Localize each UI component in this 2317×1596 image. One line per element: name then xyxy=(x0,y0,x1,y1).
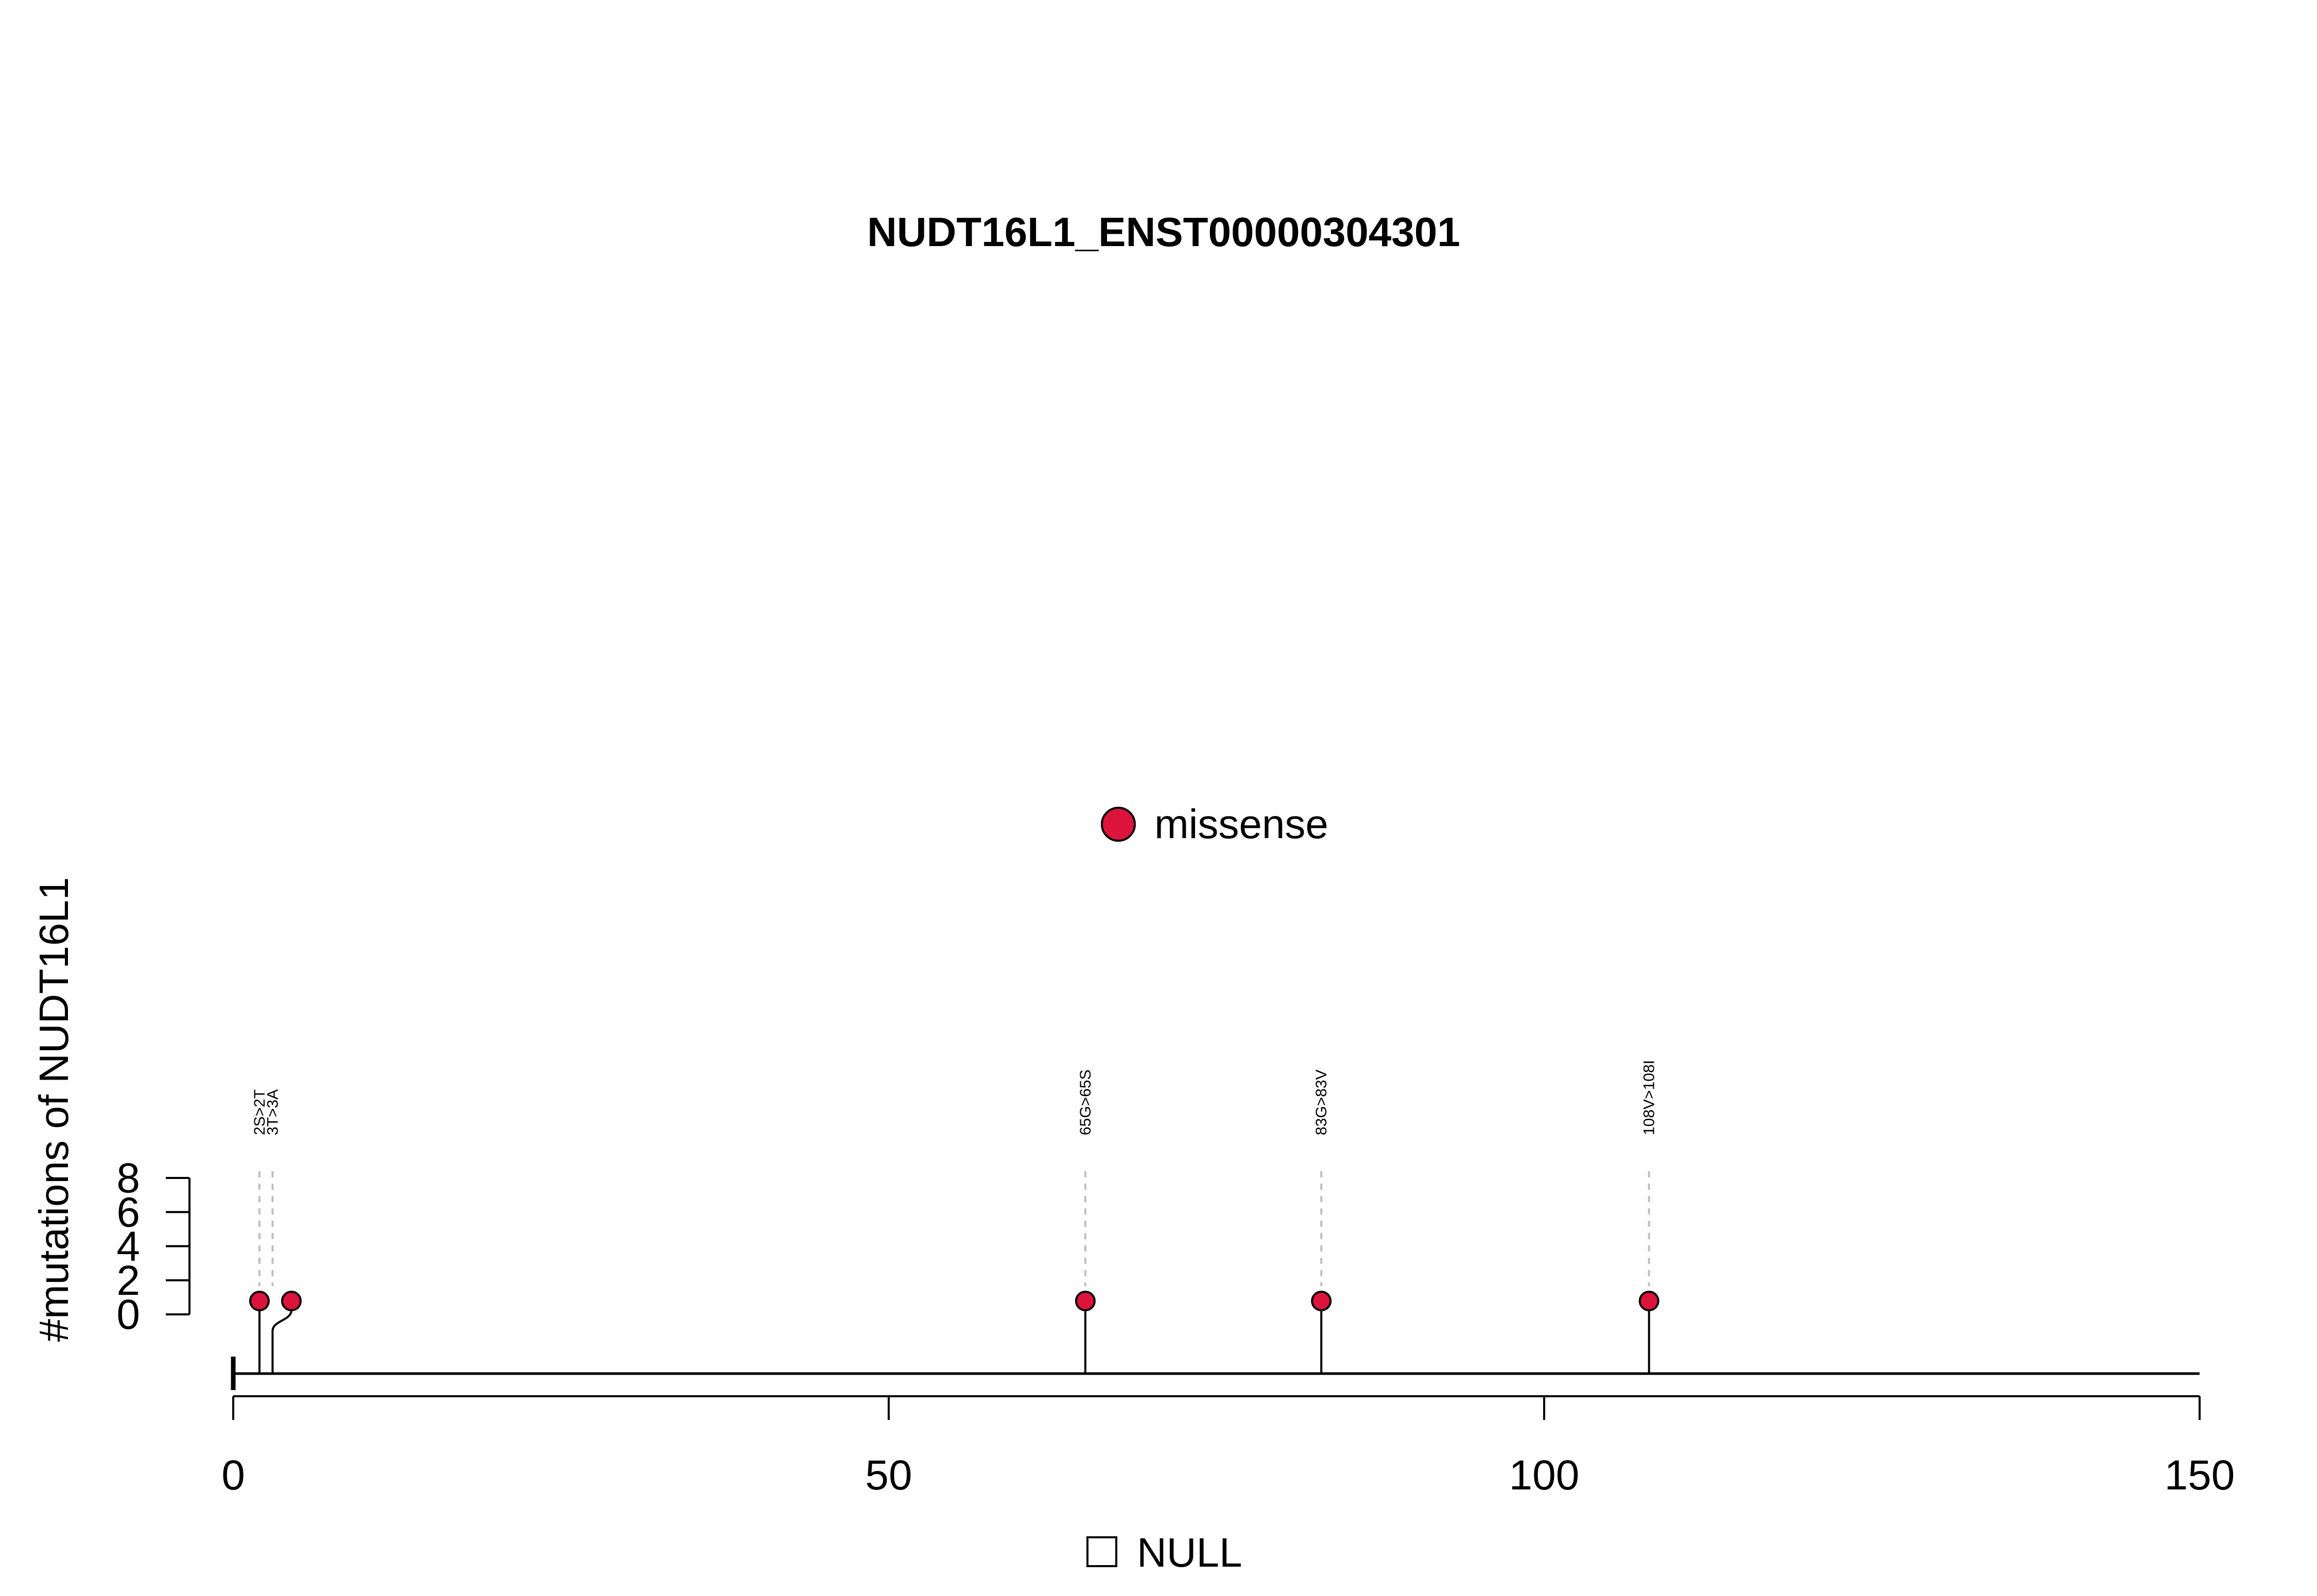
x-tick-label-150: 150 xyxy=(2165,1452,2235,1499)
mutation-type-legend: missense xyxy=(1101,801,1328,847)
mutation-label-3t-3a: 3T>3A xyxy=(264,1089,281,1135)
x-tick-label-0: 0 xyxy=(221,1452,245,1499)
x-axis: 0 50 100 150 xyxy=(221,1395,2235,1499)
missense-legend-marker xyxy=(1101,807,1136,842)
mutation-label-108v-108i: 108V>108I xyxy=(1641,1060,1658,1135)
mutation-label-83g-83v: 83G>83V xyxy=(1313,1069,1330,1135)
y-axis-label: #mutations of NUDT16L1 xyxy=(31,877,77,1342)
domain-legend: NULL xyxy=(1086,1530,1242,1575)
lollipop-heads xyxy=(249,1291,1659,1311)
mutation-guide-lines xyxy=(258,1171,1650,1286)
protein-backbone xyxy=(231,1357,2200,1390)
mutation-point-3t-3a xyxy=(281,1291,302,1311)
y-tick-label-8: 8 xyxy=(116,1155,140,1202)
chart-title: NUDT16L1_ENST00000304301 xyxy=(867,209,1460,255)
mutation-point-65g-65s xyxy=(1075,1291,1096,1311)
y-tick-label-0: 0 xyxy=(116,1291,140,1338)
mutation-point-83g-83v xyxy=(1311,1291,1332,1311)
y-tick-label-2: 2 xyxy=(116,1257,140,1304)
lollipop-stems xyxy=(258,1301,1650,1374)
domain-legend-item-null: NULL xyxy=(1086,1530,1242,1575)
mutation-point-2s-2t xyxy=(249,1291,270,1311)
legend-label: missense xyxy=(1154,801,1328,847)
domain-legend-label: NULL xyxy=(1137,1530,1242,1575)
x-tick-label-50: 50 xyxy=(865,1452,912,1499)
mutation-label-2s-2t: 2S>2T xyxy=(251,1089,268,1135)
domain-legend-swatch xyxy=(1086,1536,1117,1567)
mutation-point-108v-108i xyxy=(1638,1291,1659,1311)
legend-item-missense: missense xyxy=(1101,801,1328,847)
mutation-label-65g-65s: 65G>65S xyxy=(1077,1069,1094,1135)
y-tick-label-4: 4 xyxy=(116,1223,140,1270)
stem-3t-3a xyxy=(271,1301,292,1374)
x-tick-label-100: 100 xyxy=(1509,1452,1580,1499)
y-tick-label-6: 6 xyxy=(116,1189,140,1236)
